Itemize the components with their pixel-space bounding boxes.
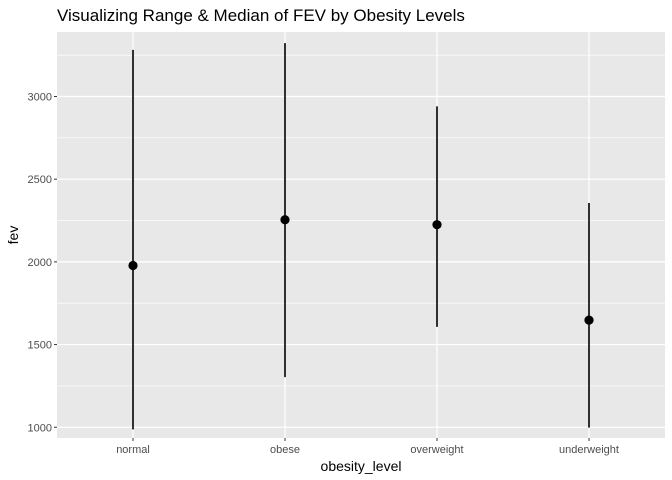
x-tick-label: obese [270,444,300,456]
y-axis-label: fev [5,226,21,245]
chart-title: Visualizing Range & Median of FEV by Obe… [57,6,465,25]
x-axis-label: obesity_level [321,458,402,474]
median-point-normal [128,260,138,271]
y-tick-label: 3000 [28,91,52,103]
data-marks [128,43,594,430]
y-tick-label: 2500 [28,174,52,186]
x-tick-label: normal [116,444,150,456]
axis-ticks: 1000 1500 2000 2500 3000 normal obese overweigh… [28,91,619,456]
median-point-obese [280,215,290,225]
y-tick-label: 2000 [28,257,52,269]
median-point-underweight [584,315,594,325]
y-tick-label: 1000 [28,422,52,434]
plot-panel [57,32,665,438]
y-tick-label: 1500 [28,340,52,352]
median-point-overweight [432,220,442,230]
x-tick-label: underweight [559,444,619,456]
x-tick-label: overweight [410,444,463,456]
